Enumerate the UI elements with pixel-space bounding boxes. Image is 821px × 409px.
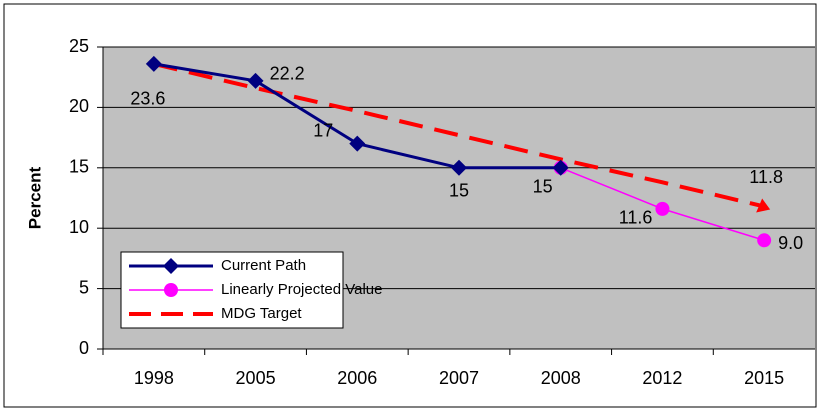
y-axis-label: Percent — [25, 166, 44, 229]
legend-label: Current Path — [221, 257, 306, 274]
data-label: 15 — [449, 181, 469, 201]
data-label: 11.6 — [619, 208, 653, 228]
data-point — [655, 201, 670, 216]
y-tick-label: 0 — [79, 338, 89, 358]
data-point — [552, 159, 569, 176]
x-tick-label: 2008 — [541, 368, 581, 388]
x-tick-label: 1998 — [134, 368, 174, 388]
series-line — [153, 61, 765, 209]
data-point — [247, 72, 264, 89]
y-tick-label: 20 — [69, 96, 89, 116]
data-point — [451, 159, 467, 176]
data-label: 11.8 — [749, 167, 783, 187]
y-tick-label: 15 — [69, 157, 89, 177]
x-tick-label: 2007 — [439, 368, 479, 388]
data-label: 17 — [313, 120, 333, 140]
x-tick-label: 2012 — [642, 368, 682, 388]
data-label: 22.2 — [270, 64, 305, 84]
data-point — [145, 55, 162, 72]
x-tick-label: 2006 — [337, 368, 377, 388]
data-point — [757, 233, 772, 248]
legend-marker — [164, 283, 178, 297]
y-tick-label: 25 — [69, 36, 89, 56]
legend: Current Path Linearly Projected Value MDG … — [120, 251, 382, 329]
y-tick-label: 5 — [79, 277, 89, 297]
data-label: 23.6 — [130, 89, 165, 109]
legend-label: MDG Target — [221, 305, 302, 322]
y-tick-label: 10 — [69, 217, 89, 237]
legend-label: Linearly Projected Value — [221, 281, 382, 298]
x-tick-label: 2005 — [236, 368, 276, 388]
data-label: 15 — [533, 177, 553, 197]
arrow-head — [756, 198, 771, 213]
data-point — [349, 135, 366, 152]
legend-marker — [163, 258, 179, 274]
x-tick-label: 2015 — [744, 368, 784, 388]
data-label: 9.0 — [778, 233, 803, 253]
